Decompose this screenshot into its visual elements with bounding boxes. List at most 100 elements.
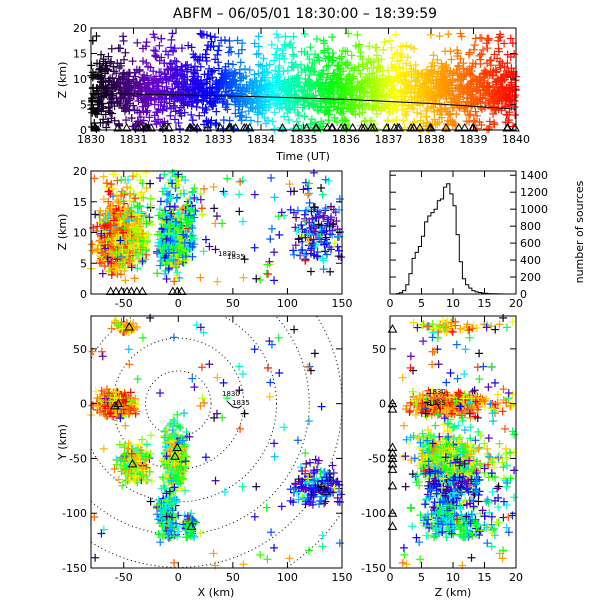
time-height-source (250, 70, 259, 79)
y-tick-label: 0 (80, 124, 87, 137)
time-height-source (139, 75, 148, 84)
time-height-source (275, 61, 284, 70)
time-height-source (435, 32, 444, 41)
time-height-source (298, 103, 307, 112)
time-height-source (444, 30, 453, 39)
time-height-source (380, 38, 389, 47)
x-z-source (317, 183, 326, 192)
time-height-source (323, 44, 332, 53)
plan-view-source (142, 440, 151, 449)
time-height-source (401, 59, 410, 68)
x-z-source (318, 190, 327, 199)
x-z-source (298, 245, 307, 254)
time-height-source (308, 92, 317, 101)
time-height-source (196, 29, 205, 38)
y-tick-label: 600 (520, 237, 541, 250)
x-tick-label: 0 (387, 297, 394, 310)
x-z-source (121, 276, 130, 285)
x-z-source (218, 219, 227, 228)
time-height-source (259, 54, 268, 63)
time-height-source (320, 48, 329, 57)
time-height-source (306, 43, 315, 52)
time-height-source (403, 53, 412, 62)
x-tick-label: 1839 (460, 133, 488, 146)
time-height-source (284, 115, 293, 124)
x-z-source (270, 248, 279, 257)
time-height-source (327, 57, 336, 66)
x-z-source (305, 198, 314, 207)
time-height-source (252, 50, 261, 59)
time-height-source (437, 113, 446, 122)
time-height-xlabel: Time (UT) (275, 150, 330, 163)
time-height-source (477, 50, 486, 59)
time-height-source (240, 64, 249, 73)
x-z-source (309, 168, 318, 177)
x-z-source (250, 243, 259, 252)
x-z-points (87, 168, 346, 296)
x-tick-label: 1831 (120, 133, 148, 146)
time-height-source (279, 49, 288, 58)
time-height-source (119, 36, 128, 45)
x-z-source (196, 273, 205, 282)
x-tick-label: 0 (175, 297, 182, 310)
x-tick-label: 5 (418, 297, 425, 310)
time-height-source (196, 62, 205, 71)
time-height-source (258, 62, 267, 71)
x-z-source (263, 269, 272, 278)
histogram-ylabel: number of sources (573, 180, 586, 283)
x-tick-label: 1832 (162, 133, 190, 146)
time-height-source (175, 124, 184, 133)
x-z-source (128, 172, 137, 181)
time-height-source (312, 35, 321, 44)
plan-view-source (91, 387, 100, 396)
time-height-source (392, 115, 401, 124)
time-height-source (347, 51, 356, 60)
time-height-source (479, 45, 488, 54)
time-height-source (270, 108, 279, 117)
x-tick-label: 1840 (502, 133, 530, 146)
time-height-source (155, 41, 164, 50)
time-height-source (484, 124, 493, 133)
time-height-source (289, 50, 298, 59)
time-height-source (166, 111, 175, 120)
time-height-source (464, 50, 473, 59)
time-height-source (464, 111, 473, 120)
time-height-source (279, 77, 288, 86)
x-z-source (146, 179, 155, 188)
time-height-ylabel: Z (km) (56, 62, 69, 99)
x-z-source (270, 276, 279, 285)
x-z-ground-marker (111, 286, 121, 296)
time-height-source (245, 65, 254, 74)
time-height-points (87, 29, 520, 133)
x-z-source (267, 224, 276, 233)
x-tick-label: 150 (332, 297, 353, 310)
x-z-source (156, 197, 165, 206)
time-height-source (511, 111, 520, 120)
time-height-source (133, 38, 142, 47)
x-z-source (235, 190, 244, 199)
x-z-source (160, 170, 169, 179)
time-height-source (483, 34, 492, 43)
time-height-source (97, 50, 106, 59)
x-z-source (256, 275, 265, 284)
x-z-source (293, 206, 302, 215)
time-height-source (483, 44, 492, 53)
x-z-source (239, 273, 248, 282)
time-height-source (149, 46, 158, 55)
time-height-source (353, 30, 362, 39)
x-z-ground-marker (116, 286, 127, 296)
time-height-source (228, 60, 237, 69)
time-height-source (225, 43, 234, 52)
time-height-source (365, 42, 374, 51)
x-tick-label: 1836 (332, 133, 360, 146)
x-z-source (285, 180, 294, 189)
time-height-panel: 1830 1831 1832 1833 1834 1835 1836 1837 1838 1839… (56, 22, 530, 163)
time-height-source (157, 34, 166, 43)
time-height-source (470, 41, 479, 50)
time-height-source (128, 57, 137, 66)
x-z-source (95, 211, 104, 220)
time-height-source (210, 33, 219, 42)
time-height-source (127, 114, 136, 123)
